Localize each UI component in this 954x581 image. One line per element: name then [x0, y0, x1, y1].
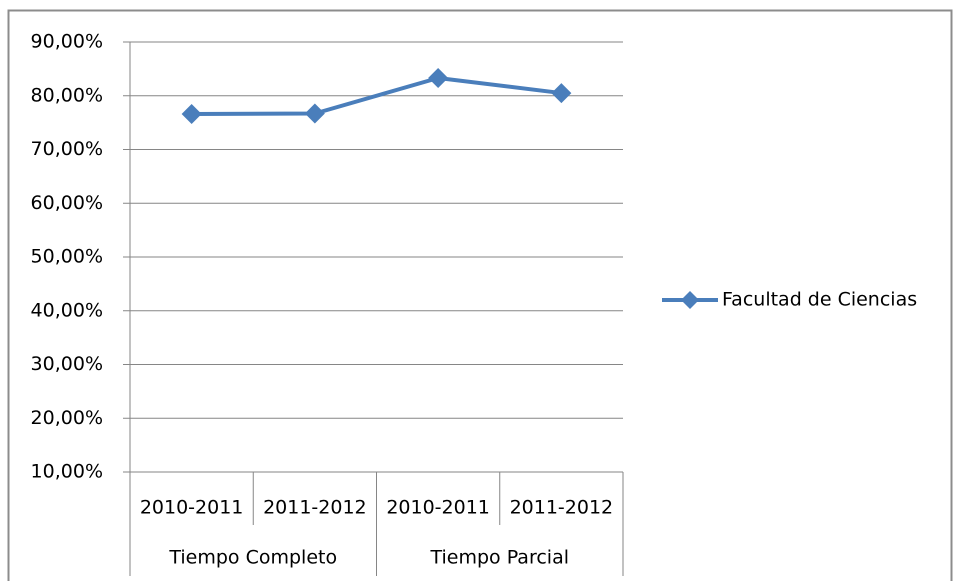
- y-tick-label: 80,00%: [31, 84, 103, 106]
- x-tick-label: 2011-2012: [510, 497, 614, 519]
- y-tick-label: 30,00%: [31, 353, 103, 375]
- data-point: [551, 83, 572, 104]
- y-tick-label: 70,00%: [31, 138, 103, 160]
- x-group-label: Tiempo Parcial: [429, 547, 569, 569]
- data-point: [181, 104, 202, 125]
- y-tick-label: 20,00%: [31, 407, 103, 429]
- y-tick-label: 40,00%: [31, 299, 103, 321]
- y-tick-label: 60,00%: [31, 192, 103, 214]
- chart-frame: [7, 9, 953, 581]
- x-group-label: Tiempo Completo: [168, 547, 337, 569]
- legend-label: Facultad de Ciencias: [722, 289, 917, 311]
- x-tick-label: 2010-2011: [386, 497, 490, 519]
- data-point: [428, 68, 449, 89]
- legend-marker: [681, 291, 699, 309]
- series-line: [191, 76, 562, 117]
- y-tick-label: 50,00%: [31, 246, 103, 268]
- y-tick-label: 10,00%: [31, 461, 103, 483]
- x-tick-label: 2010-2011: [140, 497, 244, 519]
- data-point: [304, 103, 325, 124]
- y-tick-label: 90,00%: [31, 31, 103, 53]
- x-tick-label: 2011-2012: [263, 497, 367, 519]
